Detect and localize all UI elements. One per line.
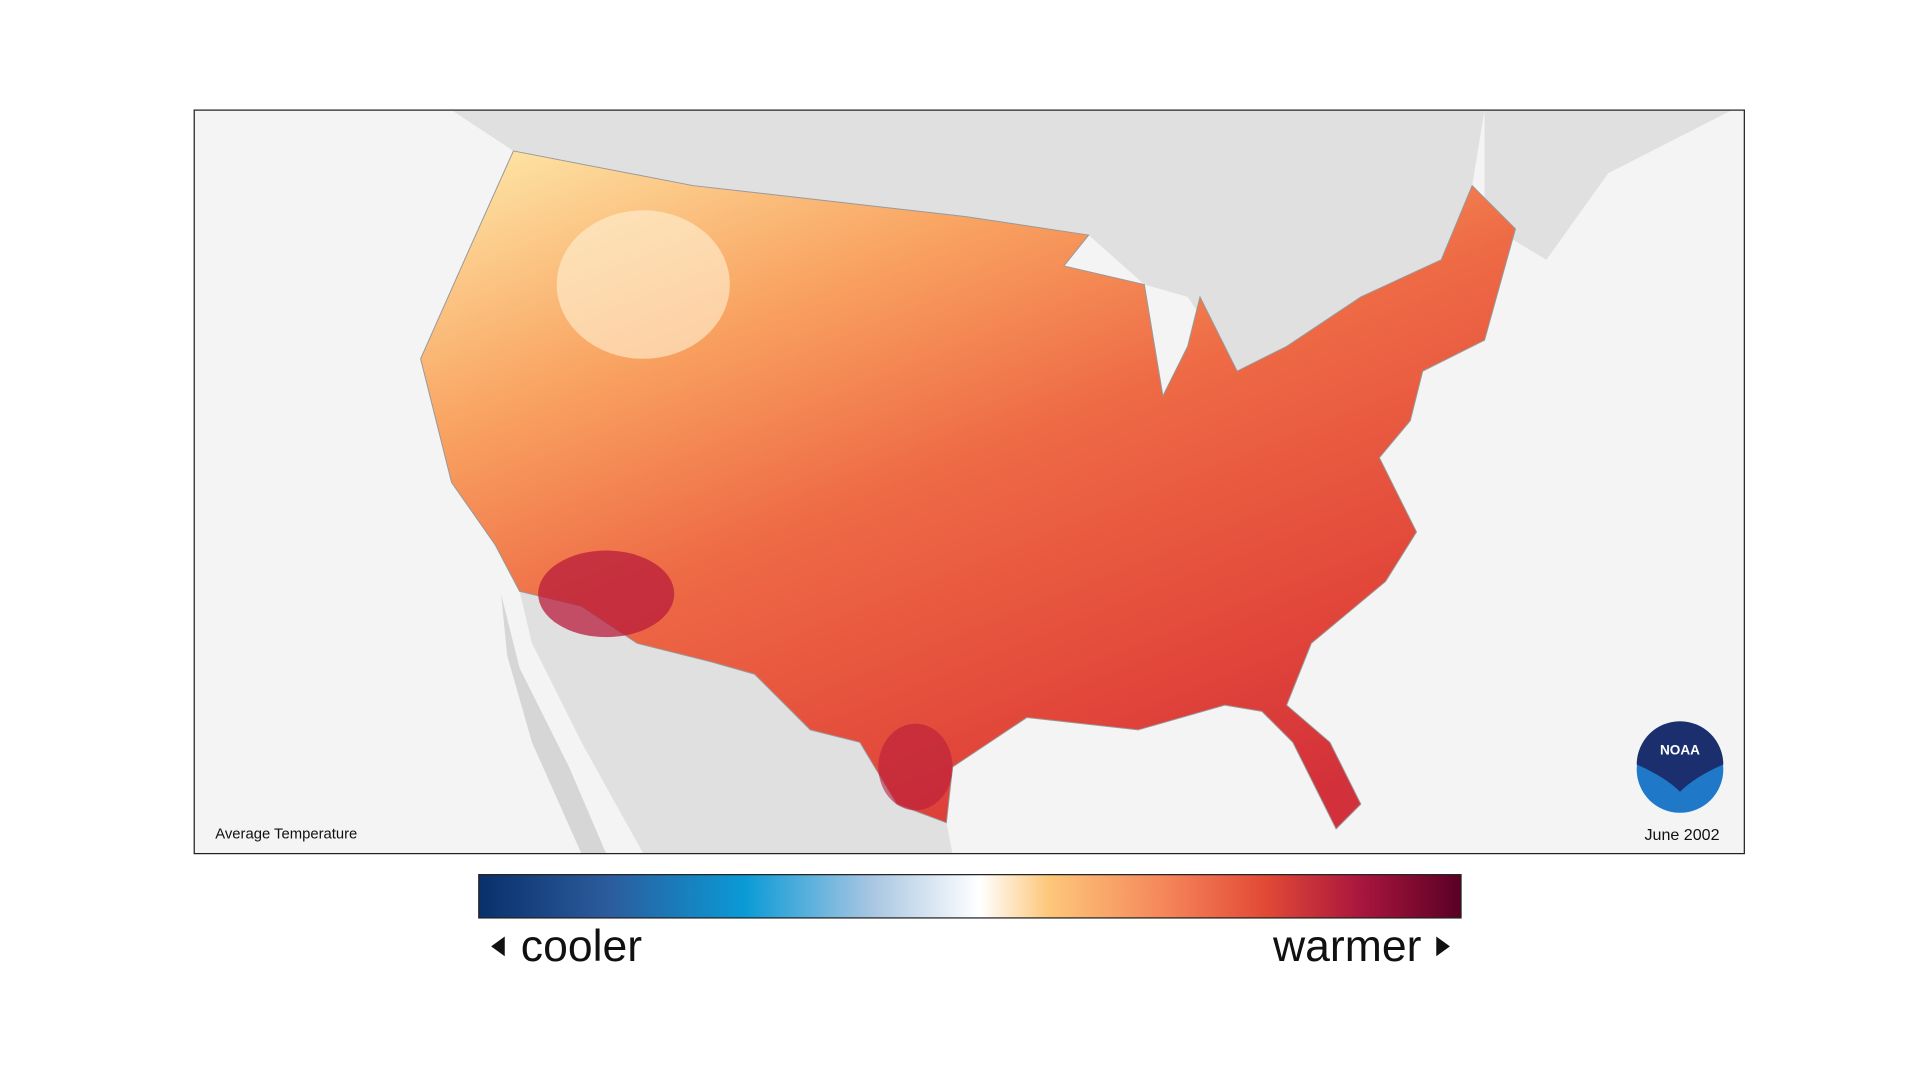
mexico-land bbox=[519, 591, 953, 854]
warmer-arrow bbox=[1436, 936, 1450, 957]
hot-region-texas bbox=[878, 723, 953, 811]
logo-top bbox=[1636, 721, 1724, 792]
canada-east-land bbox=[1484, 110, 1732, 260]
map-layers bbox=[420, 110, 1732, 854]
low-label: cooler bbox=[521, 922, 642, 971]
canada-land bbox=[451, 110, 1485, 372]
map-frame bbox=[193, 109, 1745, 855]
cool-region-rockies bbox=[556, 210, 730, 359]
map-title: Average Temperature bbox=[215, 827, 357, 843]
color-scale bbox=[478, 874, 1462, 919]
logo-text: NOAA bbox=[1660, 743, 1700, 758]
hot-region-southwest bbox=[538, 550, 675, 638]
cooler-arrow bbox=[491, 936, 505, 957]
map-date: June 2002 bbox=[1644, 826, 1719, 844]
noaa-logo: NOAA bbox=[1636, 721, 1724, 813]
high-label: warmer bbox=[1272, 922, 1422, 971]
